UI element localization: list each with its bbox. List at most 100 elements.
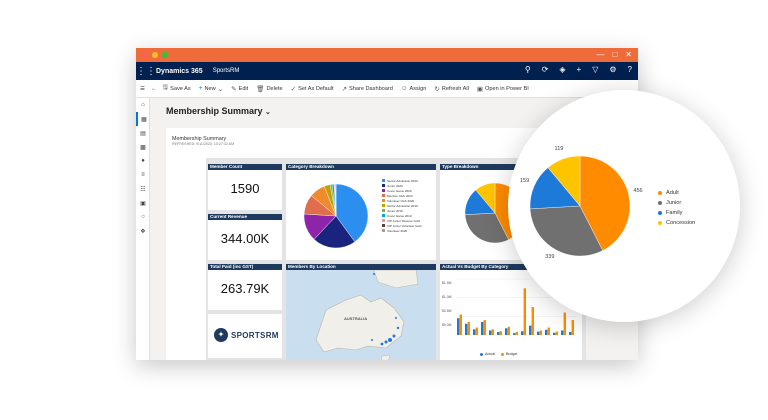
actual-bar[interactable] [529,325,532,335]
actual-bar[interactable] [497,332,500,335]
site-map-sidebar: ⌂ ▦ ▤ ▩ ● ≡ ☷ ▣ ○ ❖ [136,98,150,360]
budget-bar[interactable] [523,288,526,335]
dashboard-title: Membership Summary [166,106,263,116]
slice-value-label: 339 [545,254,555,261]
budget-bar[interactable] [467,321,470,335]
powerbi-icon: ▣ [476,85,483,93]
list-icon[interactable]: ≡ [141,172,145,178]
actual-bar[interactable] [521,331,524,335]
budget-bar[interactable] [475,327,478,335]
app-name[interactable]: SportsRM [212,68,240,74]
magnified-type-slice[interactable] [547,155,581,207]
report-icon[interactable]: ▣ [140,200,146,207]
budget-bar[interactable] [563,312,566,335]
minimize-dot-icon[interactable] [152,52,158,58]
legend-swatch [382,184,385,187]
open-in-power-bi-button[interactable]: ▣ Open in Power BI [476,85,529,93]
legend-swatch [382,199,385,202]
actual-bar[interactable] [537,331,540,335]
person-icon[interactable]: ● [141,158,145,164]
budget-bar[interactable] [555,331,558,335]
location-map[interactable]: AUSTRALIA [286,269,436,360]
category-slice[interactable] [335,183,369,243]
actual-bar[interactable] [561,330,564,335]
budget-bar[interactable] [459,314,462,335]
category-slice[interactable] [313,215,356,249]
app-launcher-icon[interactable]: ⋮⋮ [136,65,156,77]
edit-icon: ✎ [231,85,237,93]
window-close-icon[interactable]: ✕ [625,50,632,59]
legend-item: Cover Game 2020 [382,188,421,193]
save-as-button[interactable]: 🖫 Save As [163,83,191,94]
help-icon[interactable]: ? [627,65,632,74]
budget-bar[interactable] [491,329,494,335]
maximize-dot-icon[interactable] [162,52,168,58]
budget-bar[interactable] [507,326,510,335]
dashboard-icon[interactable]: ▦ [136,112,150,126]
window-minimize-icon[interactable]: — [596,50,605,59]
calendar-icon[interactable]: ☷ [140,186,146,193]
slice-value-label: 119 [554,145,564,152]
total-paid-tile[interactable]: Total Paid (inc GST) 263.79K [208,264,282,310]
actual-bar[interactable] [473,329,476,335]
puzzle-icon[interactable]: ❖ [140,228,146,235]
edit-button[interactable]: ✎ Edit [231,85,249,93]
type-slice[interactable] [464,212,509,244]
actual-bar[interactable] [553,332,556,335]
close-dot-icon[interactable] [142,52,148,58]
actual-bar[interactable] [505,328,508,335]
category-pie-chart[interactable] [296,176,376,256]
legend-swatch [658,191,662,195]
members-by-location-tile[interactable]: Members By Location [286,264,436,360]
budget-bar[interactable] [539,330,542,335]
current-revenue-tile[interactable]: Current Revenue 344.00K [208,214,282,260]
member-count-value: 1590 [230,181,260,196]
dashboard-selector[interactable]: Membership Summary ⌄ [166,106,271,116]
type-slice[interactable] [475,182,496,214]
budget-bar[interactable] [515,332,518,335]
share-dashboard-button[interactable]: ↗ Share Dashboard [341,85,393,93]
contacts-icon[interactable]: ▩ [140,144,146,151]
magnified-type-slice[interactable] [579,155,631,251]
search-icon[interactable]: ⚲ [524,65,531,74]
brand-name[interactable]: Dynamics 365 [156,67,203,75]
budget-bar[interactable] [531,307,534,335]
refresh-all-button[interactable]: ↻ Refresh All [434,85,469,93]
actual-bar[interactable] [489,330,492,335]
actual-bar[interactable] [481,321,484,335]
user-icon[interactable]: ○ [141,214,145,220]
budget-bar[interactable] [499,331,502,335]
budget-bar[interactable] [571,320,574,335]
lightbulb-icon[interactable]: ◈ [559,65,566,74]
actual-bar[interactable] [569,332,572,335]
legend-label: Volunteer Club 2020 [387,198,415,203]
actual-bar[interactable] [545,329,548,335]
assign-button[interactable]: ☺ Assign [400,85,427,92]
window-restore-icon[interactable]: □ [612,50,618,59]
legend-item: Concession [658,218,695,228]
new-button[interactable]: + New ⌄ [198,85,224,93]
magnified-type-slice[interactable] [529,205,603,257]
delete-button[interactable]: 🗑 Delete [256,85,283,93]
set-as-default-button[interactable]: ✓ Set As Default [290,85,334,93]
category-breakdown-tile[interactable]: Category Breakdown Senior Admission 2020… [286,164,436,260]
task-flow-icon[interactable]: ⟳ [541,65,549,74]
tile-title: Actual Vs Budget By Category [440,264,582,270]
legend-swatch [382,194,385,197]
back-arrow-icon[interactable]: ← [151,85,157,92]
legend-label: Volunteer 2020 [387,228,408,233]
gear-icon[interactable]: ⚙ [609,65,617,74]
actual-bar[interactable] [513,333,516,335]
sidebar-toggle-icon[interactable]: ☰ [140,85,146,92]
actual-bar[interactable] [457,318,460,335]
home-icon[interactable]: ⌂ [141,102,145,108]
plus-icon[interactable]: + [576,65,582,74]
y-tick: $0.5M [442,309,452,313]
document-icon[interactable]: ▤ [140,130,146,137]
filter-icon[interactable]: ▽ [592,65,599,74]
budget-bar[interactable] [483,320,486,335]
actual-bar[interactable] [465,323,468,335]
member-count-tile[interactable]: Member Count 1590 [208,164,282,210]
y-tick: $1.0M [442,295,452,299]
budget-bar[interactable] [547,327,550,335]
